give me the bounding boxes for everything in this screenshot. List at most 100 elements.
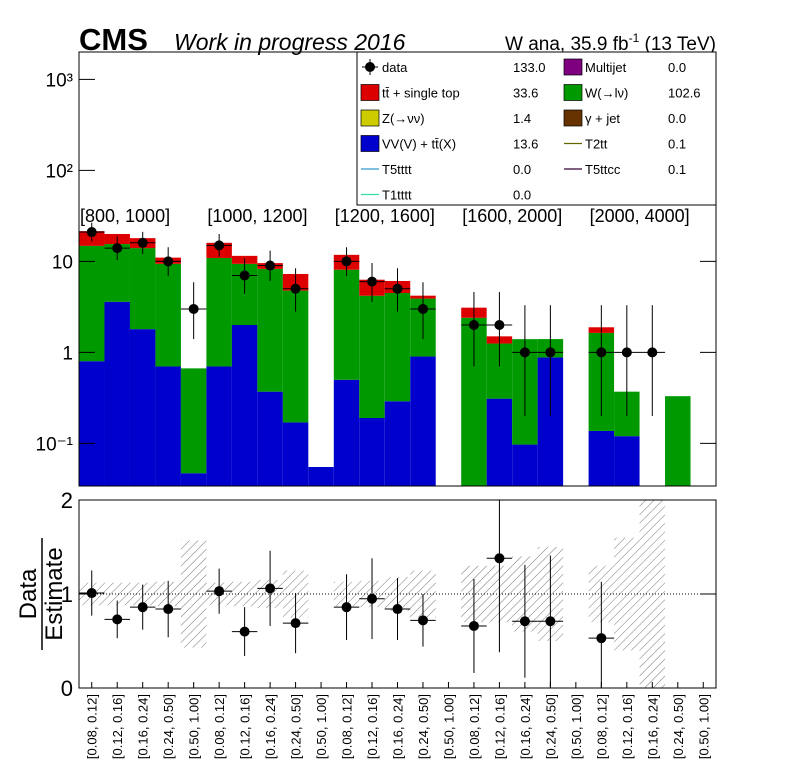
data-points bbox=[79, 222, 666, 416]
data-point bbox=[468, 319, 479, 330]
stack-bar bbox=[79, 361, 105, 486]
stack-bar bbox=[231, 324, 258, 486]
group-label: [1600, 2000] bbox=[462, 206, 562, 226]
stack-bar bbox=[333, 379, 360, 486]
x-tick-label: [0.50, 1.00] bbox=[696, 694, 711, 759]
stack-bar bbox=[614, 436, 640, 486]
x-tick-label: [0.08, 0.12] bbox=[212, 694, 227, 759]
lumi-sup: -1 bbox=[629, 31, 640, 45]
x-tick-label: [0.16, 0.24] bbox=[518, 694, 533, 759]
legend-yield: 33.6 bbox=[513, 86, 538, 101]
data-point bbox=[341, 256, 352, 267]
x-tick-label: [0.08, 0.12] bbox=[340, 694, 355, 759]
stack-bar bbox=[79, 245, 105, 362]
x-tick-label: [0.50, 1.00] bbox=[314, 694, 329, 759]
ratio-point bbox=[596, 633, 607, 644]
x-tick-label: [0.12, 0.16] bbox=[110, 694, 125, 759]
data-point bbox=[367, 276, 378, 287]
ratio-point bbox=[341, 602, 352, 613]
subtitle: Work in progress 2016 bbox=[174, 29, 406, 55]
stack-bar bbox=[206, 257, 232, 367]
stack-bar bbox=[486, 398, 513, 486]
x-tick-label: [0.16, 0.24] bbox=[263, 694, 278, 759]
data-point bbox=[137, 237, 148, 248]
x-tick-label: [0.24, 0.50] bbox=[671, 694, 686, 759]
stack-bar bbox=[359, 295, 385, 419]
lower-pad: 0 1 2 Data Estimate [0.08, 0.12] [0.12, 0.16] [… bbox=[15, 488, 717, 759]
x-tick-label: [0.16, 0.24] bbox=[391, 694, 406, 759]
stack-bar bbox=[257, 268, 283, 392]
legend-label: W(→lν) bbox=[585, 86, 628, 101]
y-tick-label: 10² bbox=[46, 161, 73, 182]
x-tick-label: [0.24, 0.50] bbox=[161, 694, 176, 759]
x-tick-label: [0.12, 0.16] bbox=[238, 694, 253, 759]
legend-yield: 13.6 bbox=[513, 137, 538, 152]
x-tick-label: [0.24, 0.50] bbox=[416, 694, 431, 759]
legend-marker bbox=[563, 84, 583, 101]
legend-label: γ + jet bbox=[585, 111, 620, 126]
ratio-point bbox=[545, 616, 556, 627]
ratio-point bbox=[239, 626, 250, 637]
legend-yield: 1.4 bbox=[513, 111, 531, 126]
stack-bar bbox=[155, 366, 181, 486]
stack-bar bbox=[333, 269, 360, 380]
legend-label: T1tttt bbox=[382, 188, 412, 203]
ratio-point bbox=[112, 614, 123, 625]
legend-label: T5tttt bbox=[382, 162, 412, 177]
stack-bar bbox=[282, 290, 309, 423]
data-point bbox=[596, 347, 607, 358]
legend-yield: 0.0 bbox=[668, 60, 686, 75]
stack-bar bbox=[129, 248, 156, 330]
stack-bar bbox=[206, 366, 232, 486]
lumi-rest: (13 TeV) bbox=[639, 34, 716, 55]
data-point bbox=[392, 283, 403, 294]
x-tick-label: [0.12, 0.16] bbox=[620, 694, 635, 759]
group-label: [1000, 1200] bbox=[207, 206, 307, 226]
data-point bbox=[417, 303, 428, 314]
legend-marker bbox=[360, 84, 380, 101]
cms-label: CMS bbox=[79, 22, 148, 57]
legend-yield: 102.6 bbox=[668, 86, 701, 101]
data-point bbox=[188, 303, 199, 314]
y-label-numerator: Data bbox=[15, 568, 42, 619]
group-label: [2000, 4000] bbox=[590, 206, 690, 226]
data-point bbox=[621, 347, 632, 358]
x-tick-label: [0.08, 0.12] bbox=[467, 694, 482, 759]
legend-marker bbox=[563, 109, 583, 127]
x-tick-label: [0.16, 0.24] bbox=[136, 694, 151, 759]
ratio-point bbox=[519, 616, 530, 627]
stack bbox=[79, 231, 691, 486]
ratio-point bbox=[417, 615, 428, 626]
legend-yield: 0.1 bbox=[668, 137, 686, 152]
ratio-point bbox=[86, 588, 97, 599]
legend-marker bbox=[360, 109, 380, 127]
data-point bbox=[519, 347, 530, 358]
y-tick-label: 10⁻¹ bbox=[36, 434, 74, 455]
y-tick-label: 10 bbox=[52, 252, 73, 273]
x-tick-label: [0.24, 0.50] bbox=[289, 694, 304, 759]
data-point bbox=[545, 347, 556, 358]
group-label: [1200, 1600] bbox=[335, 206, 435, 226]
legend-label: T2tt bbox=[585, 137, 608, 152]
upper-pad: 10⁻¹ 1 10 10² 10³ [800, 1000] [1000, 1200] [120… bbox=[36, 51, 717, 487]
y-tick-label: 1 bbox=[61, 582, 73, 607]
x-tick-label: [0.12, 0.16] bbox=[365, 694, 380, 759]
data-point bbox=[647, 347, 658, 358]
group-label: [800, 1000] bbox=[80, 206, 170, 226]
stack-bar bbox=[104, 301, 130, 486]
stack-bar bbox=[180, 473, 207, 486]
y-axis-label: Data Estimate bbox=[15, 538, 68, 650]
ratio-point bbox=[137, 602, 148, 613]
ratio-point bbox=[163, 604, 174, 615]
ratio-point bbox=[214, 586, 225, 597]
x-tick-label: [0.12, 0.16] bbox=[492, 694, 507, 759]
lumi-text: W ana, 35.9 fb bbox=[505, 34, 629, 55]
stack-bar bbox=[384, 401, 411, 486]
stack-bar bbox=[588, 430, 615, 486]
data-point bbox=[86, 227, 97, 238]
x-tick-label: [0.24, 0.50] bbox=[543, 694, 558, 759]
stack-bar bbox=[308, 466, 334, 486]
legend-label: VV(V) + tt̄(X) bbox=[382, 137, 456, 152]
legend-label: T5ttcc bbox=[585, 162, 621, 177]
